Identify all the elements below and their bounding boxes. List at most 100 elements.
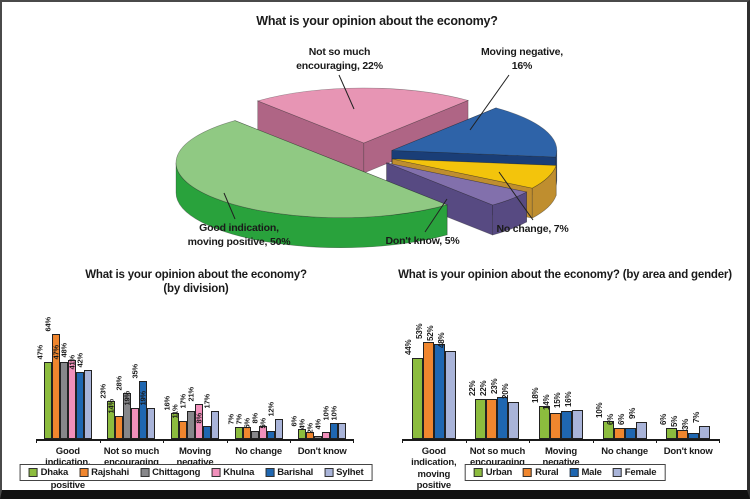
axis-tick bbox=[163, 439, 165, 443]
bar-value-label: 44% bbox=[404, 339, 414, 355]
bar-value-label: 22% bbox=[467, 380, 477, 396]
category-label: No change bbox=[235, 446, 282, 457]
bar-group: 47% 64% 47% 48% 41% 42% bbox=[35, 317, 100, 439]
bar-value-label: 6% bbox=[658, 413, 668, 425]
pie-slice-top bbox=[391, 107, 558, 158]
legend: Urban Rural Male Female bbox=[464, 464, 666, 481]
axis-tick bbox=[656, 439, 658, 443]
bar: 47% bbox=[35, 345, 52, 439]
legend-item: Rural bbox=[523, 467, 559, 478]
axis-tick bbox=[290, 439, 292, 443]
leader-line bbox=[424, 198, 448, 233]
bar-value-label: 10% bbox=[329, 405, 339, 420]
bar-value-label: 9% bbox=[628, 407, 638, 419]
category-label: Good indication, moving positive bbox=[411, 446, 457, 492]
legend-swatch-icon bbox=[612, 468, 622, 477]
bar-value-label: 14% bbox=[106, 398, 116, 413]
legend-label: Male bbox=[581, 467, 602, 478]
bar-value-label: 20% bbox=[500, 383, 510, 399]
pie-label-moving-negative: Moving negative, 16% bbox=[481, 46, 563, 72]
bar: 48% bbox=[437, 333, 456, 439]
legend-label: Rajshahi bbox=[91, 467, 130, 478]
bar: 12% bbox=[266, 402, 283, 439]
pie-label-dont-know: Don't know, 5% bbox=[385, 235, 460, 247]
pie-slice-top bbox=[256, 87, 470, 144]
bar-chart-title: What is your opinion about the economy? … bbox=[10, 268, 382, 297]
bar-group: 7% 7% 5% 8% 5% 12% bbox=[226, 324, 291, 439]
bar-value-label: 21% bbox=[186, 386, 196, 401]
legend-item: Urban bbox=[473, 467, 513, 478]
bar-value-label: 10% bbox=[595, 402, 605, 418]
bar-chart-by-area-gender: What is your opinion about the economy? … bbox=[382, 268, 747, 492]
legend-item: Khulna bbox=[211, 467, 254, 478]
bar: 48% bbox=[59, 343, 76, 439]
leader-line bbox=[223, 192, 236, 220]
axis-tick bbox=[353, 439, 354, 443]
bar-value-label: 5% bbox=[242, 417, 252, 428]
axis-tick bbox=[529, 439, 531, 443]
bar: 64% bbox=[43, 317, 60, 439]
bar: 15% bbox=[553, 393, 572, 439]
pie-label-good-indication: Good indication, moving positive, 50% bbox=[187, 222, 291, 248]
bar-chart-subtitle: (by division) bbox=[163, 283, 229, 296]
leader-line bbox=[338, 74, 355, 110]
legend-swatch-icon bbox=[265, 468, 275, 477]
bar-value-label: 15% bbox=[553, 392, 563, 408]
bar: 16% bbox=[564, 392, 583, 439]
bar: 16% bbox=[162, 396, 179, 439]
legend-label: Barishal bbox=[277, 467, 314, 478]
bar-value-label: 5% bbox=[669, 415, 679, 427]
bar: 5% bbox=[242, 418, 259, 439]
legend-item: Sylhet bbox=[324, 467, 364, 478]
legend-label: Dhaka bbox=[40, 467, 69, 478]
bar: 3% bbox=[681, 419, 700, 439]
bar: 5% bbox=[670, 416, 689, 439]
bar: 7% bbox=[234, 414, 251, 439]
bar: 28% bbox=[115, 376, 132, 439]
bar-value-label: 42% bbox=[75, 352, 85, 367]
bar-value-label: 28% bbox=[114, 375, 124, 390]
bar-value-label: 52% bbox=[426, 325, 436, 341]
category-label: Moving negative bbox=[542, 446, 580, 469]
bar: 47% bbox=[51, 345, 68, 439]
legend-swatch-icon bbox=[324, 468, 334, 477]
axis-tick bbox=[719, 439, 720, 443]
legend-swatch-icon bbox=[211, 468, 221, 477]
legend-label: Urban bbox=[485, 467, 513, 478]
bar: 42% bbox=[75, 353, 92, 439]
bar: 2% bbox=[306, 423, 323, 439]
legend-swatch-icon bbox=[569, 468, 579, 477]
axis-tick bbox=[592, 439, 594, 443]
bar-value-label: 23% bbox=[489, 378, 499, 394]
pie-slice-top bbox=[175, 120, 449, 219]
pie-chart-title: What is your opinion about the economy? bbox=[256, 14, 498, 28]
bar-chart-title: What is your opinion about the economy? … bbox=[382, 268, 747, 282]
bar-value-label: 22% bbox=[478, 380, 488, 396]
bar-value-label: 16% bbox=[564, 391, 574, 407]
axis-tick bbox=[99, 439, 101, 443]
bar-group: 6% 5% 3% 7% bbox=[656, 329, 720, 439]
bar-value-label: 8% bbox=[194, 412, 204, 423]
bar: 10% bbox=[322, 406, 339, 439]
bar-group: 10% 6% 6% 9% bbox=[593, 329, 657, 439]
bar: 7% bbox=[692, 412, 711, 439]
bar: 23% bbox=[99, 384, 116, 439]
bar-value-label: 17% bbox=[202, 393, 212, 408]
bar-value-label: 5% bbox=[258, 417, 268, 428]
bar: 8% bbox=[194, 413, 211, 439]
bar-value-label: 23% bbox=[98, 383, 108, 398]
legend-item: Dhaka bbox=[28, 467, 69, 478]
bar: 21% bbox=[186, 387, 203, 439]
bar-value-label: 19% bbox=[138, 390, 148, 405]
bar: 10% bbox=[595, 403, 614, 439]
legend-swatch-icon bbox=[28, 468, 38, 477]
bar: 10% bbox=[330, 406, 347, 439]
bar: 9% bbox=[628, 408, 647, 439]
pie-label-not-so-much: Not so much encouraging, 22% bbox=[296, 46, 383, 72]
legend-swatch-icon bbox=[473, 468, 483, 477]
axis-tick bbox=[465, 439, 467, 443]
bar-value-label: 35% bbox=[130, 363, 140, 378]
bar-value-label: 64% bbox=[43, 316, 53, 331]
bar-value-label: 8% bbox=[250, 412, 260, 423]
bar: 41% bbox=[67, 355, 84, 439]
